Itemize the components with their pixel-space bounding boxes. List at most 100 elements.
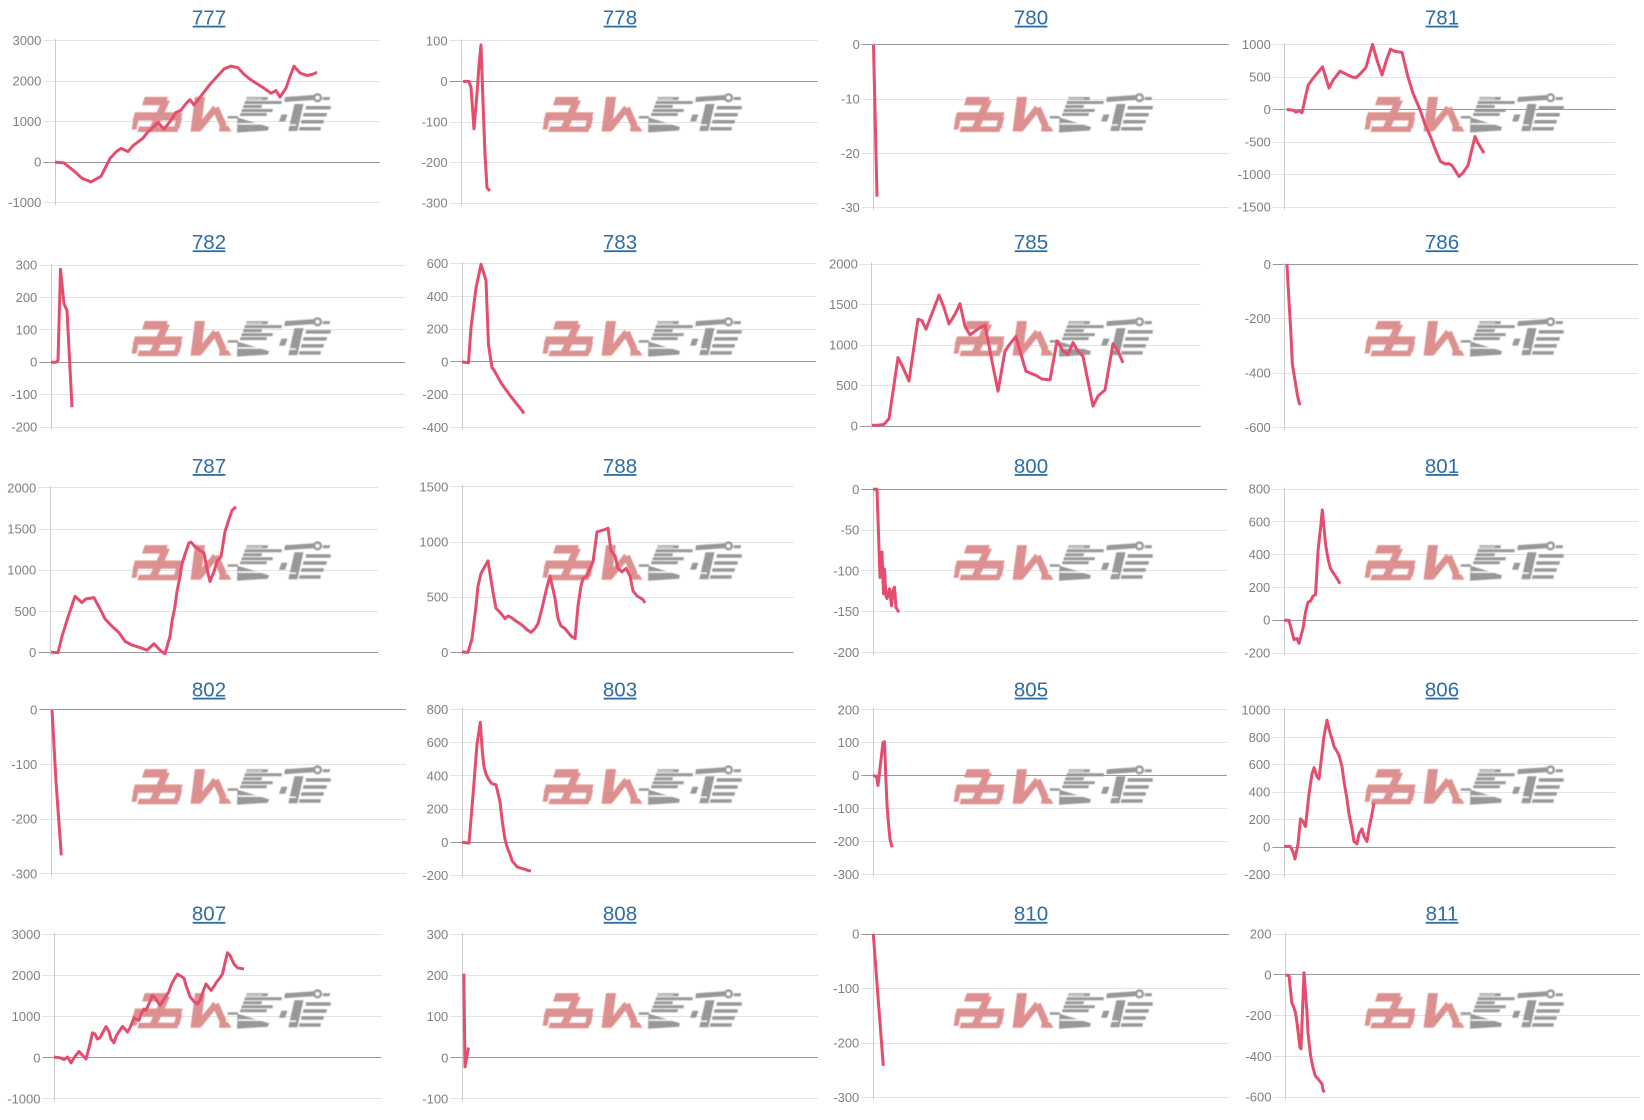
svg-text:808: 808 [603, 903, 637, 926]
svg-text:807: 807 [192, 903, 226, 926]
svg-text:802: 802 [192, 679, 226, 702]
svg-text:0: 0 [34, 155, 41, 170]
svg-text:-100: -100 [833, 563, 859, 578]
svg-text:-200: -200 [833, 1036, 859, 1051]
svg-text:-100: -100 [833, 801, 859, 816]
svg-text:300: 300 [427, 927, 449, 942]
svg-text:800: 800 [427, 702, 449, 717]
svg-text:800: 800 [1249, 482, 1271, 497]
svg-text:1000: 1000 [419, 535, 448, 550]
svg-text:400: 400 [427, 768, 449, 783]
svg-text:200: 200 [1250, 927, 1272, 942]
svg-text:1000: 1000 [1242, 37, 1271, 52]
svg-text:-150: -150 [833, 604, 859, 619]
svg-text:200: 200 [427, 968, 449, 983]
svg-text:0: 0 [441, 645, 448, 660]
svg-text:1000: 1000 [829, 338, 858, 353]
svg-text:2000: 2000 [12, 74, 41, 89]
svg-text:787: 787 [192, 455, 226, 478]
svg-text:100: 100 [427, 1009, 449, 1024]
svg-text:-600: -600 [1245, 420, 1271, 435]
svg-text:600: 600 [427, 735, 449, 750]
svg-text:777: 777 [192, 7, 226, 30]
svg-text:-200: -200 [422, 387, 448, 402]
svg-text:500: 500 [1249, 70, 1271, 85]
svg-text:-300: -300 [833, 1090, 859, 1105]
svg-text:-30: -30 [841, 200, 860, 215]
svg-text:-1500: -1500 [1238, 200, 1271, 215]
svg-text:200: 200 [427, 802, 449, 817]
svg-text:-300: -300 [11, 866, 37, 881]
svg-text:3000: 3000 [12, 927, 41, 942]
svg-text:801: 801 [1425, 455, 1459, 478]
svg-text:-200: -200 [1244, 867, 1270, 882]
svg-text:0: 0 [30, 702, 37, 717]
svg-text:100: 100 [426, 33, 448, 48]
svg-text:1000: 1000 [12, 1009, 41, 1024]
svg-text:0: 0 [441, 1050, 448, 1065]
svg-text:-200: -200 [11, 812, 37, 827]
svg-text:100: 100 [16, 322, 38, 337]
svg-text:-100: -100 [833, 981, 859, 996]
svg-text:500: 500 [836, 378, 858, 393]
svg-text:778: 778 [603, 7, 637, 30]
svg-text:400: 400 [1249, 785, 1271, 800]
svg-text:1500: 1500 [829, 297, 858, 312]
svg-text:-100: -100 [422, 115, 448, 130]
svg-text:1000: 1000 [7, 563, 36, 578]
svg-text:0: 0 [30, 355, 37, 370]
svg-text:-200: -200 [1245, 1008, 1271, 1023]
svg-text:200: 200 [427, 322, 449, 337]
svg-text:-200: -200 [422, 155, 448, 170]
svg-text:0: 0 [441, 835, 448, 850]
svg-text:2000: 2000 [829, 257, 858, 272]
svg-text:-100: -100 [422, 1091, 448, 1106]
svg-text:-200: -200 [422, 868, 448, 883]
svg-text:2000: 2000 [12, 968, 41, 983]
svg-text:0: 0 [852, 482, 859, 497]
svg-text:500: 500 [427, 590, 449, 605]
svg-text:-100: -100 [11, 757, 37, 772]
svg-text:800: 800 [1014, 455, 1048, 478]
svg-text:0: 0 [29, 645, 36, 660]
svg-text:100: 100 [838, 735, 860, 750]
svg-text:1000: 1000 [1241, 702, 1270, 717]
svg-text:0: 0 [440, 74, 447, 89]
svg-text:200: 200 [838, 702, 860, 717]
svg-text:-300: -300 [422, 196, 448, 211]
svg-text:-400: -400 [1245, 366, 1271, 381]
svg-text:0: 0 [1263, 613, 1270, 628]
svg-text:200: 200 [1249, 580, 1271, 595]
svg-text:-300: -300 [833, 867, 859, 882]
svg-text:0: 0 [852, 927, 859, 942]
svg-text:806: 806 [1425, 679, 1459, 702]
svg-text:0: 0 [853, 37, 860, 52]
svg-text:-50: -50 [841, 523, 860, 538]
svg-text:785: 785 [1014, 231, 1048, 254]
svg-text:-1000: -1000 [1238, 167, 1271, 182]
svg-text:811: 811 [1426, 903, 1459, 926]
svg-text:-1000: -1000 [7, 1091, 40, 1106]
svg-text:500: 500 [14, 604, 36, 619]
svg-text:783: 783 [603, 231, 637, 254]
svg-text:200: 200 [16, 290, 38, 305]
svg-text:-200: -200 [1245, 311, 1271, 326]
svg-text:-200: -200 [833, 645, 859, 660]
svg-text:0: 0 [1264, 967, 1271, 982]
svg-text:788: 788 [603, 455, 637, 478]
svg-text:805: 805 [1014, 679, 1048, 702]
svg-text:600: 600 [1249, 757, 1271, 772]
svg-text:0: 0 [33, 1050, 40, 1065]
svg-text:600: 600 [427, 256, 449, 271]
svg-text:-500: -500 [1245, 135, 1271, 150]
svg-text:782: 782 [192, 231, 226, 254]
svg-text:0: 0 [1264, 102, 1271, 117]
svg-text:803: 803 [603, 679, 637, 702]
svg-text:400: 400 [427, 289, 449, 304]
svg-text:0: 0 [441, 354, 448, 369]
svg-text:-200: -200 [1244, 646, 1270, 661]
svg-text:-400: -400 [422, 420, 448, 435]
svg-text:0: 0 [1263, 840, 1270, 855]
svg-text:0: 0 [1264, 257, 1271, 272]
svg-text:781: 781 [1425, 7, 1459, 30]
